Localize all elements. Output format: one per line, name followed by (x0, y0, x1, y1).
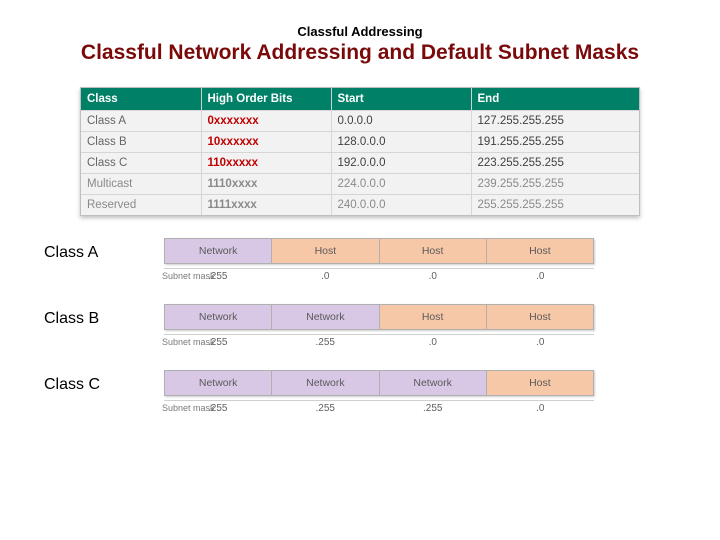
octet: Network (272, 371, 379, 395)
cell-hob: 0xxxxxxx (201, 111, 331, 132)
cell-start: 0.0.0.0 (331, 111, 471, 132)
table-row: Class C 110xxxxx 192.0.0.0 223.255.255.2… (81, 153, 639, 174)
cell-end: 223.255.255.255 (471, 153, 639, 174)
mask-value: .0 (379, 337, 487, 348)
octet: Host (380, 239, 487, 263)
octet-cells: Network Network Network Host (164, 370, 594, 396)
octet: Network (165, 305, 272, 329)
class-table: Class High Order Bits Start End Class A … (81, 88, 639, 215)
cell-start: 224.0.0.0 (331, 174, 471, 195)
mask-value: .0 (272, 271, 380, 282)
mask-row: Subnet mask .255 .255 .0 .0 (164, 334, 594, 348)
class-table-wrap: Class High Order Bits Start End Class A … (80, 87, 640, 216)
cell-hob: 1111xxxx (201, 195, 331, 216)
octet-cells: Network Network Host Host (164, 304, 594, 330)
octet: Host (380, 305, 487, 329)
title-text: Classful Network Addressing and Default … (81, 41, 639, 64)
octet: Host (487, 305, 593, 329)
mask-value: .255 (272, 337, 380, 348)
octet-label: Class C (44, 370, 164, 394)
mask-value: .255 (272, 403, 380, 414)
octet-label: Class B (44, 304, 164, 328)
octet-block-a: Class A Network Host Host Host Subnet ma… (44, 238, 684, 282)
mask-value: .0 (487, 337, 595, 348)
octet: Host (487, 371, 593, 395)
cell-end: 127.255.255.255 (471, 111, 639, 132)
mask-value: .0 (379, 271, 487, 282)
octet: Host (272, 239, 379, 263)
mask-label: Subnet mask (162, 403, 215, 413)
cell-class: Class C (81, 153, 201, 174)
mask-row: Subnet mask .255 .0 .0 .0 (164, 268, 594, 282)
cell-class: Reserved (81, 195, 201, 216)
cell-end: 255.255.255.255 (471, 195, 639, 216)
cell-start: 192.0.0.0 (331, 153, 471, 174)
slide: Classful Addressing Classful Network Add… (0, 0, 720, 414)
table-row: Class B 10xxxxxx 128.0.0.0 191.255.255.2… (81, 132, 639, 153)
mask-value: .0 (487, 271, 595, 282)
cell-start: 240.0.0.0 (331, 195, 471, 216)
octet: Network (165, 371, 272, 395)
mask-label: Subnet mask (162, 337, 215, 347)
octet-right: Network Network Network Host Subnet mask… (164, 370, 594, 414)
cell-hob: 10xxxxxx (201, 132, 331, 153)
cell-start: 128.0.0.0 (331, 132, 471, 153)
cell-end: 239.255.255.255 (471, 174, 639, 195)
octet-block-b: Class B Network Network Host Host Subnet… (44, 304, 684, 348)
octet: Host (487, 239, 593, 263)
cell-class: Multicast (81, 174, 201, 195)
table-row: Class A 0xxxxxxx 0.0.0.0 127.255.255.255 (81, 111, 639, 132)
cell-hob: 1110xxxx (201, 174, 331, 195)
octet-right: Network Host Host Host Subnet mask .255 … (164, 238, 594, 282)
mask-value: .0 (487, 403, 595, 414)
octet-label: Class A (44, 238, 164, 262)
octet: Network (165, 239, 272, 263)
octet-block-c: Class C Network Network Network Host Sub… (44, 370, 684, 414)
octet-right: Network Network Host Host Subnet mask .2… (164, 304, 594, 348)
cell-end: 191.255.255.255 (471, 132, 639, 153)
cell-class: Class B (81, 132, 201, 153)
cell-class: Class A (81, 111, 201, 132)
mask-label: Subnet mask (162, 271, 215, 281)
pretitle: Classful Addressing (36, 24, 684, 39)
col-end: End (471, 88, 639, 111)
cell-hob: 110xxxxx (201, 153, 331, 174)
table-header-row: Class High Order Bits Start End (81, 88, 639, 111)
table-row: Multicast 1110xxxx 224.0.0.0 239.255.255… (81, 174, 639, 195)
mask-row: Subnet mask .255 .255 .255 .0 (164, 400, 594, 414)
col-hob: High Order Bits (201, 88, 331, 111)
mask-value: .255 (379, 403, 487, 414)
col-class: Class (81, 88, 201, 111)
octet: Network (380, 371, 487, 395)
octet: Network (272, 305, 379, 329)
octet-cells: Network Host Host Host (164, 238, 594, 264)
col-start: Start (331, 88, 471, 111)
page-title: Classful Network Addressing and Default … (36, 41, 684, 65)
table-row: Reserved 1111xxxx 240.0.0.0 255.255.255.… (81, 195, 639, 216)
